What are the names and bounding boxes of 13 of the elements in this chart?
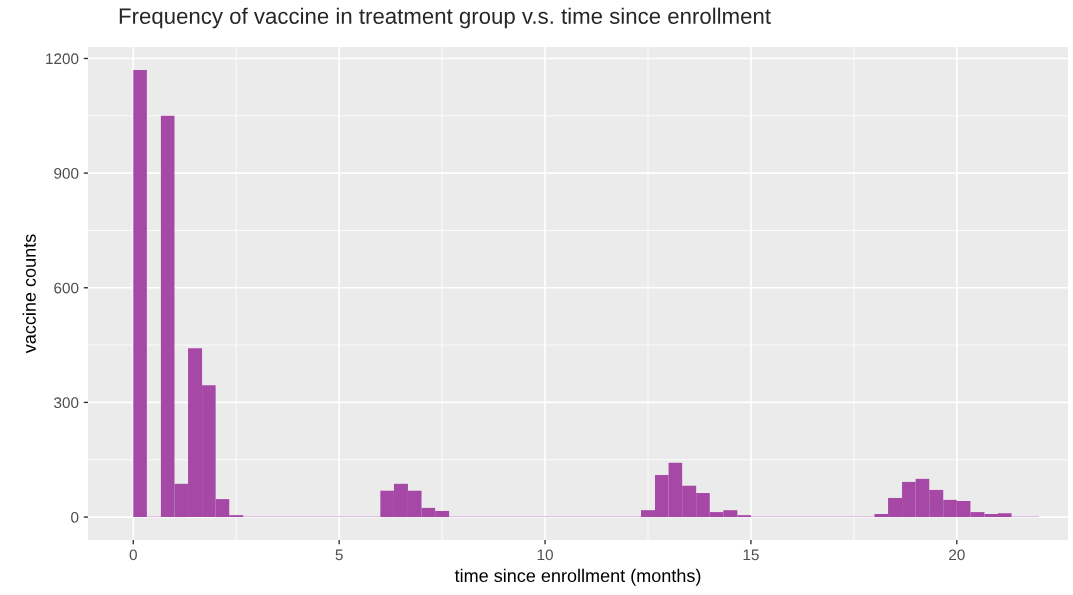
y-tick-label: 0 bbox=[71, 511, 79, 523]
y-axis-title: vaccine counts bbox=[22, 234, 36, 354]
y-tick-label: 1200 bbox=[46, 53, 79, 65]
x-axis-title: time since enrollment (months) bbox=[454, 568, 701, 586]
y-tick-label: 900 bbox=[54, 167, 79, 179]
y-tick-label: 300 bbox=[54, 397, 79, 409]
y-tick-label: 600 bbox=[54, 282, 79, 294]
x-tick-label: 15 bbox=[743, 549, 759, 561]
x-tick-label: 0 bbox=[129, 549, 137, 561]
x-tick-label: 10 bbox=[537, 549, 553, 561]
chart-title: Frequency of vaccine in treatment group v.s. time since enrollment bbox=[119, 7, 771, 29]
x-tick-label: 5 bbox=[335, 549, 343, 561]
x-tick-label: 20 bbox=[949, 549, 965, 561]
